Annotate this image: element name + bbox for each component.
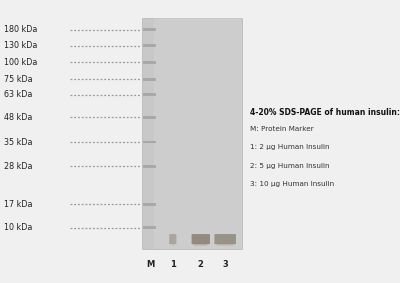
Bar (143, 93, 156, 96)
Bar (143, 165, 156, 168)
Text: 180 kDa: 180 kDa (4, 25, 37, 34)
Text: 28 kDa: 28 kDa (4, 162, 32, 171)
Bar (154, 18, 242, 249)
Bar (172, 243, 174, 246)
Bar (143, 203, 156, 206)
Bar (143, 28, 156, 31)
Text: 1: 2 μg Human Insulin: 1: 2 μg Human Insulin (250, 144, 330, 150)
Text: 2: 5 μg Human Insulin: 2: 5 μg Human Insulin (250, 163, 330, 169)
Bar (143, 61, 156, 64)
FancyBboxPatch shape (169, 234, 176, 244)
Text: 4-20% SDS-PAGE of human insulin:: 4-20% SDS-PAGE of human insulin: (250, 108, 400, 117)
Bar (143, 141, 156, 143)
Text: 75 kDa: 75 kDa (4, 75, 33, 84)
FancyBboxPatch shape (214, 234, 236, 244)
Bar (143, 116, 156, 119)
Bar (143, 226, 156, 229)
Text: 63 kDa: 63 kDa (4, 90, 32, 99)
FancyBboxPatch shape (192, 234, 210, 244)
Bar (143, 44, 156, 47)
Text: M: M (147, 260, 155, 269)
Text: 1: 1 (170, 260, 176, 269)
Text: 17 kDa: 17 kDa (4, 200, 32, 209)
Bar (217, 243, 233, 246)
Text: 130 kDa: 130 kDa (4, 41, 37, 50)
Text: 100 kDa: 100 kDa (4, 58, 37, 67)
Bar (142, 18, 242, 249)
Bar (194, 243, 207, 246)
Text: 10 kDa: 10 kDa (4, 223, 32, 232)
Bar (143, 78, 156, 81)
Text: 35 kDa: 35 kDa (4, 138, 32, 147)
Text: 2: 2 (198, 260, 204, 269)
Text: 48 kDa: 48 kDa (4, 113, 32, 122)
Text: 3: 10 μg Human Insulin: 3: 10 μg Human Insulin (250, 181, 334, 187)
Text: 3: 3 (222, 260, 228, 269)
Text: M: Protein Marker: M: Protein Marker (250, 126, 314, 132)
